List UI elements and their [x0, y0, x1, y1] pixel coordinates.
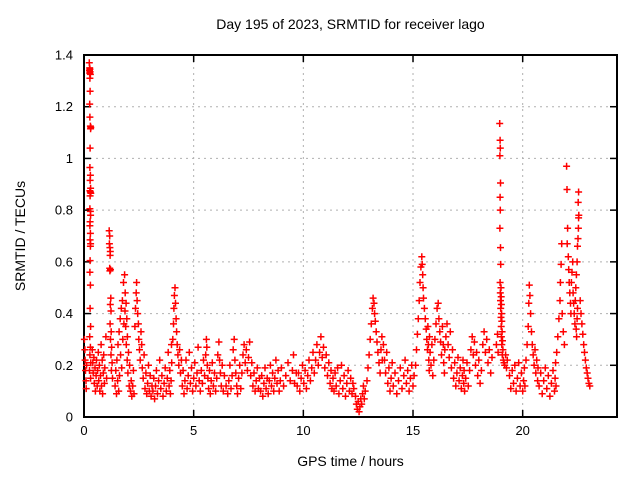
- y-tick-label: 0.2: [55, 358, 73, 373]
- y-tick-label: 0: [66, 410, 73, 425]
- y-tick-label: 1.2: [55, 99, 73, 114]
- plot-border: [83, 54, 618, 418]
- scatter-points: [80, 59, 594, 416]
- y-tick-label: 0.6: [55, 254, 73, 269]
- x-axis-label: GPS time / hours: [297, 453, 404, 469]
- x-tick-label: 10: [296, 423, 310, 438]
- y-tick-label: 1.4: [55, 48, 73, 63]
- y-tick-label: 0.8: [55, 203, 73, 218]
- x-tick-label: 20: [515, 423, 529, 438]
- x-tick-label: 0: [80, 423, 87, 438]
- x-tick-label: 5: [190, 423, 197, 438]
- x-tick-label: 15: [406, 423, 420, 438]
- chart-title: Day 195 of 2023, SRMTID for receiver lag…: [216, 16, 485, 32]
- y-tick-label: 0.4: [55, 306, 73, 321]
- y-tick-label: 1: [66, 151, 73, 166]
